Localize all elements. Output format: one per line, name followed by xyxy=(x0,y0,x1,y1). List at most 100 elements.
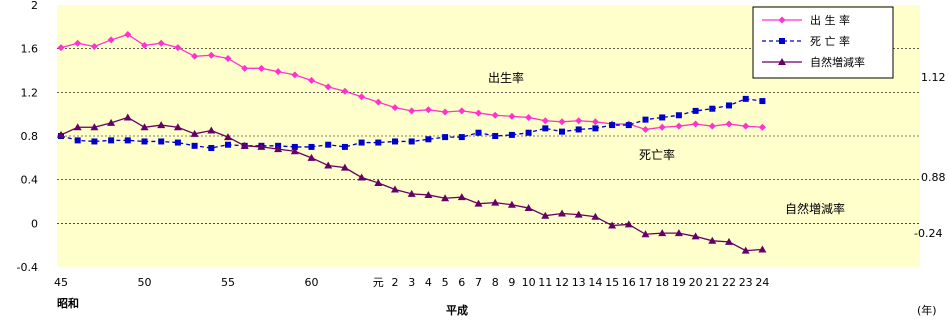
data-point xyxy=(91,138,98,145)
data-point xyxy=(508,131,515,138)
x-axis-unit: (年) xyxy=(917,303,937,317)
x-tick-label: 2 xyxy=(392,276,399,289)
y-tick-label: 1.6 xyxy=(21,43,39,56)
era-label-showa: 昭和 xyxy=(57,296,79,310)
data-point xyxy=(659,114,666,121)
data-point xyxy=(57,44,65,52)
data-point xyxy=(357,173,366,181)
data-point xyxy=(241,64,249,72)
x-tick-label: 24 xyxy=(755,276,769,289)
data-point xyxy=(224,54,232,62)
data-point xyxy=(625,122,632,129)
series-1 xyxy=(58,95,766,152)
legend-label: 自然増減率 xyxy=(810,55,865,69)
data-point xyxy=(541,117,549,125)
series-2 xyxy=(57,113,767,254)
data-point xyxy=(475,109,482,117)
data-point xyxy=(375,139,382,146)
era-label-heisei: 平成 xyxy=(446,303,468,317)
data-point xyxy=(157,121,166,129)
x-tick-label: 22 xyxy=(722,276,736,289)
legend-box xyxy=(752,6,894,79)
data-point xyxy=(374,178,383,186)
data-point xyxy=(324,161,333,169)
data-point xyxy=(123,113,132,121)
x-tick-label: 5 xyxy=(442,276,449,289)
data-point xyxy=(141,41,148,49)
x-tick-label: 17 xyxy=(639,276,653,289)
x-tick-label: 18 xyxy=(655,276,669,289)
data-point xyxy=(391,185,399,193)
data-point xyxy=(675,122,683,130)
x-tick-label: 10 xyxy=(522,276,536,289)
data-point xyxy=(325,141,332,148)
data-point xyxy=(157,39,165,47)
data-point xyxy=(592,125,599,132)
data-point xyxy=(90,123,99,131)
y-tick-label: 0 xyxy=(31,217,38,230)
data-point xyxy=(425,136,432,143)
data-point xyxy=(725,120,733,128)
y-tick-label: -0.4 xyxy=(17,261,38,274)
data-point xyxy=(225,141,231,148)
data-point xyxy=(691,232,700,240)
data-point xyxy=(308,143,315,150)
data-point xyxy=(475,129,482,136)
data-point xyxy=(575,117,583,125)
x-tick-label: 13 xyxy=(572,276,586,289)
data-point xyxy=(591,212,600,220)
data-point xyxy=(492,133,499,139)
annotation-birth-rate: 出生率 xyxy=(488,70,524,85)
data-point xyxy=(508,112,516,120)
data-point xyxy=(609,122,616,129)
data-point xyxy=(675,112,682,119)
data-point xyxy=(542,125,549,132)
data-point xyxy=(291,143,298,150)
data-point xyxy=(742,122,750,130)
x-tick-label: 16 xyxy=(622,276,636,289)
data-point xyxy=(358,93,366,101)
data-point xyxy=(507,200,516,208)
data-point xyxy=(641,230,650,238)
x-tick-label: 3 xyxy=(408,276,415,289)
data-point xyxy=(124,30,132,38)
data-point xyxy=(525,113,533,121)
data-point xyxy=(190,129,199,137)
data-point xyxy=(708,236,717,244)
legend-label: 出 生 率 xyxy=(810,13,850,27)
end-value-death-rate: 1.12 xyxy=(921,71,946,84)
legend-label: 死 亡 率 xyxy=(810,34,850,48)
data-point xyxy=(642,125,649,133)
data-point xyxy=(191,52,199,60)
y-axis-tick-labels: 2 1.6 1.2 0.8 0.4 0 -0.4 xyxy=(17,0,38,274)
data-point xyxy=(408,107,416,115)
data-point xyxy=(208,145,215,152)
x-tick-label: 元 xyxy=(373,276,384,289)
data-point xyxy=(575,126,582,133)
x-tick-label: 15 xyxy=(605,276,619,289)
data-point xyxy=(391,104,399,112)
data-point xyxy=(525,129,532,136)
data-point xyxy=(674,229,683,237)
data-point xyxy=(274,68,282,76)
annotation-natural-change-rate: 自然増減率 xyxy=(785,201,845,216)
y-tick-label: 0.8 xyxy=(21,130,39,143)
data-point xyxy=(759,98,766,105)
data-point xyxy=(73,123,82,131)
x-axis-tick-labels: 45 50 55 60 元 2 3 4 5 6 7 8 9 10 11 12 13 14 15 16 17 18 19 20 2… xyxy=(54,276,769,289)
data-point xyxy=(307,153,316,161)
data-point xyxy=(340,163,349,171)
data-point xyxy=(358,139,365,146)
data-point xyxy=(124,137,131,144)
y-tick-label: 0.4 xyxy=(21,174,39,187)
data-point xyxy=(191,142,198,149)
data-point xyxy=(90,42,98,50)
x-tick-label: 12 xyxy=(555,276,569,289)
data-point xyxy=(274,145,283,153)
x-tick-label: 50 xyxy=(138,276,152,289)
x-tick-label: 7 xyxy=(475,276,482,289)
data-point xyxy=(758,245,767,253)
data-point xyxy=(207,51,215,59)
